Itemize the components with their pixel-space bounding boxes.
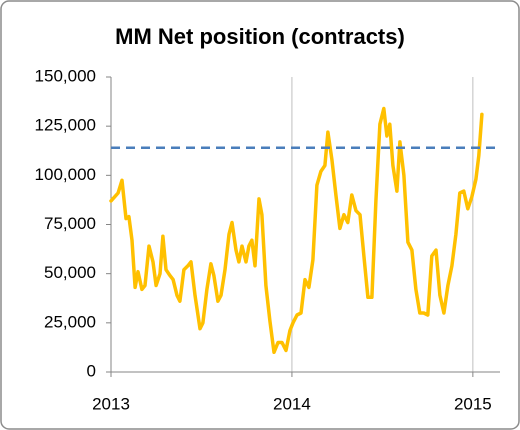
y-tick-label: 75,000 xyxy=(44,214,96,233)
x-tick-label: 2015 xyxy=(454,394,492,413)
series-line xyxy=(109,106,484,355)
y-tick-label: 0 xyxy=(87,361,96,380)
y-tick-label: 50,000 xyxy=(44,263,96,282)
y-tick-label: 100,000 xyxy=(35,165,96,184)
x-tick-label: 2013 xyxy=(92,394,130,413)
x-tick-label: 2014 xyxy=(273,394,311,413)
y-tick-label: 150,000 xyxy=(35,66,96,85)
y-tick-label: 125,000 xyxy=(35,116,96,135)
y-tick-label: 25,000 xyxy=(44,312,96,331)
chart-title: MM Net position (contracts) xyxy=(115,24,405,49)
